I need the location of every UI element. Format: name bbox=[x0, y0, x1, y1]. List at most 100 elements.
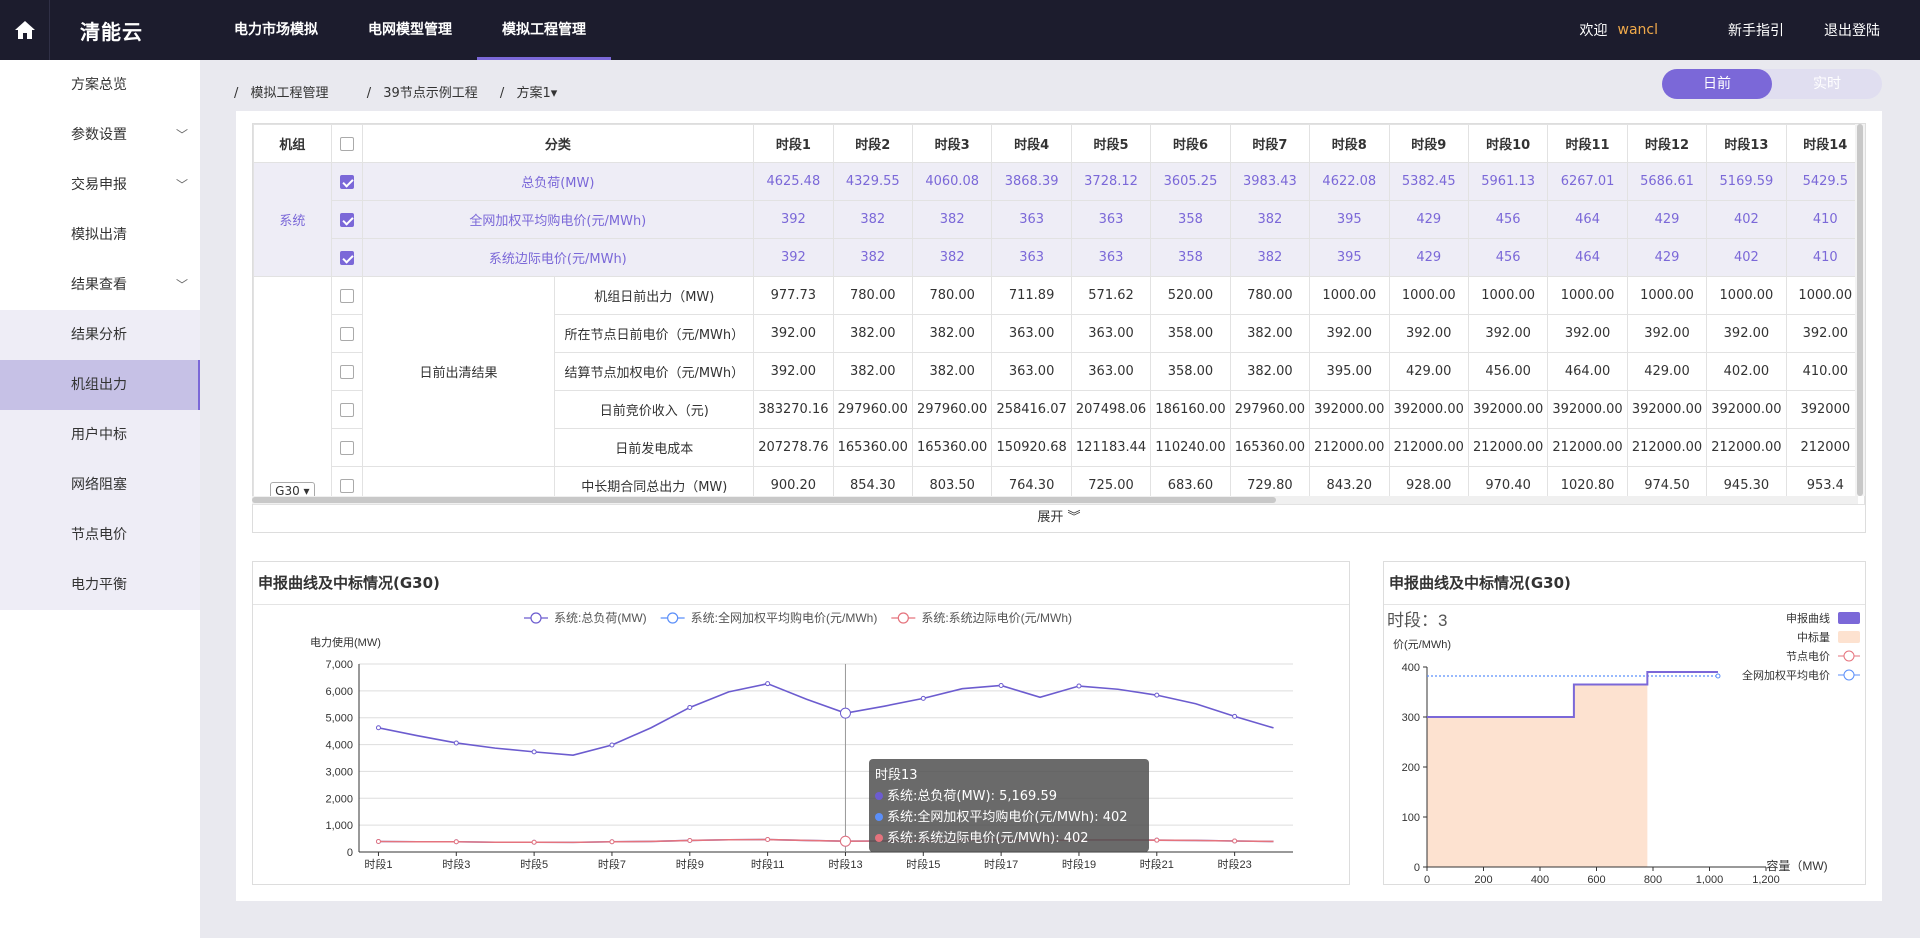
row-checkbox[interactable] bbox=[339, 364, 354, 379]
table-cell: 207498.06 bbox=[1070, 390, 1152, 429]
table-cell: 977.73 bbox=[753, 276, 834, 315]
row-checkbox[interactable] bbox=[339, 478, 354, 493]
x-tick-label: 时段1 bbox=[364, 857, 392, 871]
data-point bbox=[1232, 713, 1238, 719]
breadcrumb: / 模拟工程管理 / 39节点示例工程 / 方案1▾ bbox=[234, 82, 565, 101]
col-header-period: 时段11 bbox=[1547, 124, 1628, 163]
logout-link[interactable]: 退出登陆 bbox=[1824, 23, 1880, 39]
sidebar-item-analysis[interactable]: 结果分析 bbox=[0, 310, 200, 360]
table-cell: 382 bbox=[911, 200, 993, 239]
scroll-thumb[interactable] bbox=[252, 497, 1276, 503]
x-tick-label: 时段5 bbox=[520, 857, 548, 871]
line-chart: 系统:总负荷(MW) 系统:全网加权平均购电价(元/MWh) 系统:系统边际电价(元… bbox=[310, 610, 1293, 871]
x-tick-label: 时段19 bbox=[1062, 857, 1096, 871]
breadcrumb-scheme-dropdown[interactable]: 方案1▾ bbox=[516, 86, 558, 101]
data-point bbox=[1154, 692, 1160, 698]
table-cell: 4622.08 bbox=[1309, 162, 1390, 201]
table-cell: 429 bbox=[1626, 238, 1708, 277]
legend-label: 全网加权平均电价 bbox=[1742, 668, 1830, 682]
table-cell: 395.00 bbox=[1309, 352, 1390, 391]
table-cell: 363.00 bbox=[991, 352, 1072, 391]
table-cell: 464 bbox=[1547, 200, 1628, 239]
row-checkbox[interactable] bbox=[339, 250, 354, 265]
nav-project-mgmt[interactable]: 模拟工程管理 bbox=[477, 0, 611, 60]
period-label: 时段：3 bbox=[1387, 611, 1447, 630]
x-axis-title: 容量（MW) bbox=[1766, 858, 1827, 873]
table-cell: 5169.59 bbox=[1706, 162, 1787, 201]
series-line bbox=[378, 682, 1274, 756]
sidebar: 方案总览 参数设置 ﹀ 交易申报 ﹀ 模拟出清 结果查看 ﹀ 结果分析 机组出力 用户… bbox=[0, 60, 200, 938]
table-cell: 456 bbox=[1467, 200, 1549, 239]
table-cell: 392000 bbox=[1785, 390, 1865, 429]
col-header-period: 时段14 bbox=[1785, 124, 1865, 163]
col-header-period: 时段2 bbox=[832, 124, 913, 163]
breadcrumb-project[interactable]: 39节点示例工程 bbox=[383, 86, 478, 101]
row-checkbox[interactable] bbox=[339, 212, 354, 227]
data-point bbox=[1076, 683, 1082, 689]
col-header-period: 时段6 bbox=[1150, 124, 1231, 163]
table-cell: 382.00 bbox=[911, 352, 993, 391]
group-label: 日前出清结果 bbox=[361, 276, 556, 467]
row-checkbox[interactable] bbox=[339, 440, 354, 455]
sidebar-item-unit-output[interactable]: 机组出力 bbox=[0, 360, 200, 410]
row-label: 机组日前出力（MW) bbox=[554, 276, 755, 315]
col-header-period: 时段3 bbox=[911, 124, 993, 163]
y-tick-label: 0 bbox=[347, 847, 353, 859]
divider bbox=[253, 604, 1349, 605]
table-cell: 5429.5 bbox=[1785, 162, 1865, 201]
nav-grid-model[interactable]: 电网模型管理 bbox=[368, 22, 452, 38]
y-tick-label: 4,000 bbox=[325, 740, 353, 752]
col-header-period: 时段9 bbox=[1388, 124, 1469, 163]
row-label: 总负荷(MW) bbox=[361, 162, 755, 201]
table-cell: 5382.45 bbox=[1388, 162, 1469, 201]
legend-marker bbox=[530, 612, 542, 624]
sidebar-item-balance[interactable]: 电力平衡 bbox=[0, 560, 200, 610]
table-cell: 456 bbox=[1467, 238, 1549, 277]
home-button[interactable] bbox=[0, 0, 50, 60]
table-cell: 5961.13 bbox=[1467, 162, 1549, 201]
sidebar-item-params[interactable]: 参数设置 ﹀ bbox=[0, 110, 200, 160]
table-cell: 429.00 bbox=[1388, 352, 1469, 391]
unit-cell: G30 ▾ bbox=[253, 276, 332, 505]
sidebar-item-clearing[interactable]: 模拟出清 bbox=[0, 210, 200, 260]
cleared-area bbox=[1427, 672, 1648, 867]
col-header-period: 时段13 bbox=[1706, 124, 1787, 163]
sidebar-item-trade[interactable]: 交易申报 ﹀ bbox=[0, 160, 200, 210]
table-cell: 382 bbox=[1229, 200, 1311, 239]
data-point bbox=[920, 695, 926, 701]
select-all-checkbox[interactable] bbox=[339, 136, 354, 151]
breadcrumb-project-mgmt[interactable]: 模拟工程管理 bbox=[250, 86, 329, 101]
nav-market-sim[interactable]: 电力市场模拟 bbox=[234, 22, 318, 38]
sidebar-item-overview[interactable]: 方案总览 bbox=[0, 60, 200, 110]
sidebar-item-results[interactable]: 结果查看 ﹀ bbox=[0, 260, 200, 310]
row-checkbox[interactable] bbox=[339, 326, 354, 341]
toggle-realtime[interactable]: 实时 bbox=[1813, 76, 1841, 92]
legend-marker bbox=[1843, 669, 1855, 681]
sidebar-item-node-price[interactable]: 节点电价 bbox=[0, 510, 200, 560]
col-header-check bbox=[330, 124, 363, 163]
row-checkbox[interactable] bbox=[339, 402, 354, 417]
chart-title: 申报曲线及中标情况(G30) bbox=[258, 574, 440, 592]
data-point bbox=[453, 740, 459, 746]
col-header-period: 时段10 bbox=[1467, 124, 1549, 163]
table-cell: 1000.00 bbox=[1706, 276, 1787, 315]
row-checkbox[interactable] bbox=[339, 288, 354, 303]
toggle-dayahead[interactable]: 日前 bbox=[1662, 69, 1772, 99]
table-vertical-scrollbar[interactable] bbox=[1855, 124, 1865, 496]
table-cell: 392.00 bbox=[1626, 314, 1708, 353]
sidebar-item-congestion[interactable]: 网络阻塞 bbox=[0, 460, 200, 510]
scroll-thumb[interactable] bbox=[1857, 124, 1863, 496]
table-row: 系统边际电价(元/MWh) 392 382 382 363 363 358 382 395 429… bbox=[254, 238, 1865, 277]
table-horizontal-scrollbar[interactable] bbox=[252, 496, 1858, 504]
x-tick-label: 时段15 bbox=[906, 857, 940, 871]
col-header-period: 时段1 bbox=[753, 124, 834, 163]
col-header-period: 时段4 bbox=[991, 124, 1072, 163]
x-tick-label: 时段11 bbox=[751, 857, 784, 871]
y-tick-label: 300 bbox=[1402, 712, 1420, 724]
legend-label: 系统:总负荷(MW) bbox=[554, 611, 647, 625]
expand-button[interactable]: 展开 ︾ bbox=[1037, 510, 1081, 525]
guide-link[interactable]: 新手指引 bbox=[1728, 23, 1784, 39]
sidebar-item-user-award[interactable]: 用户中标 bbox=[0, 410, 200, 460]
row-checkbox[interactable] bbox=[339, 174, 354, 189]
